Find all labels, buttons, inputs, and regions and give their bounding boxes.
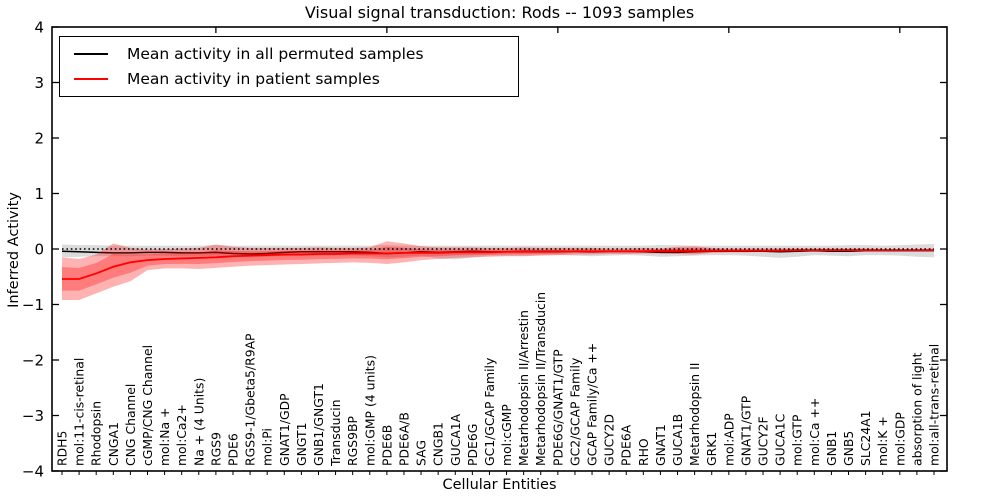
legend-label-patient: Mean activity in patient samples — [127, 70, 380, 88]
x-category-label: GUCA1B — [670, 414, 685, 466]
x-category-label: PDE6G — [465, 424, 480, 466]
patient-line-swatch — [74, 78, 108, 80]
x-category-label: RGS9BP — [345, 416, 360, 466]
x-category-label: PDE6 — [225, 433, 240, 466]
x-category-label: Metarhodopsin II/Transducin — [533, 292, 548, 466]
x-category-label: cGMP/CNG Channel — [140, 345, 155, 466]
x-category-label: mol:cGMP — [499, 404, 514, 466]
x-category-label: GUCA1C — [773, 414, 788, 466]
x-category-label: Metarhodopsin II — [687, 363, 702, 466]
x-category-label: mol:Na + — [157, 408, 172, 466]
x-category-label: absorption of light — [909, 352, 924, 466]
x-category-label: Rhodopsin — [89, 401, 104, 466]
x-category-label: PDE6A — [619, 424, 634, 466]
x-category-label: SLC24A1 — [858, 410, 873, 466]
x-category-label: GUCY2D — [602, 414, 617, 466]
x-category-label: GNB1 — [824, 431, 839, 466]
x-category-label: GNB1/GNGT1 — [311, 383, 326, 466]
x-category-label: CNG Channel — [123, 384, 138, 466]
y-tick-label: −3 — [22, 407, 44, 425]
y-tick-label: −4 — [22, 462, 44, 480]
legend: Mean activity in all permuted samples Me… — [59, 36, 519, 97]
x-category-label: SAG — [414, 440, 429, 466]
patient-band-inner — [62, 246, 934, 291]
x-category-label: mol:Pi — [260, 428, 275, 466]
x-category-label: PDE6G/GNAT1/GTP — [550, 349, 565, 466]
x-category-label: GNB5 — [841, 431, 856, 466]
x-category-label: mol:11-cis-retinal — [72, 358, 87, 466]
y-tick-label: −2 — [22, 351, 44, 369]
legend-label-permuted: Mean activity in all permuted samples — [127, 45, 424, 63]
x-category-label: mol:GDP — [892, 412, 907, 466]
x-category-label: GNAT1/GDP — [277, 393, 292, 466]
x-category-label: RGS9 — [208, 432, 223, 466]
x-category-label: PDE6B — [379, 425, 394, 466]
x-category-label: Na + (4 Units) — [191, 378, 206, 466]
x-category-label: Transducin — [328, 399, 343, 467]
y-tick-label: 2 — [34, 129, 44, 147]
x-category-label: mol:K + — [875, 416, 890, 466]
x-category-label: GC1/GCAP Family — [482, 358, 497, 466]
patient-mean-line — [62, 249, 934, 280]
x-category-label: GC2/GCAP Family — [567, 358, 582, 466]
x-category-label: mol:GMP (4 units) — [362, 355, 377, 466]
x-category-label: GNAT1 — [653, 424, 668, 466]
y-tick-label: 0 — [34, 240, 44, 258]
x-category-label: CNGB1 — [431, 422, 446, 466]
x-category-label: mol:all-trans-retinal — [927, 344, 942, 466]
x-category-label: GNAT1/GTP — [738, 395, 753, 466]
y-tick-label: 3 — [34, 74, 44, 92]
x-category-label: mol:ADP — [721, 413, 736, 466]
x-category-label: GCAP Family/Ca ++ — [585, 343, 600, 466]
x-category-label: PDE6A/B — [396, 412, 411, 466]
y-tick-label: −1 — [22, 296, 44, 314]
x-category-label: GNGT1 — [294, 423, 309, 466]
x-category-label: GUCY2F — [756, 416, 771, 466]
x-category-label: mol:Ca ++ — [807, 398, 822, 466]
legend-item-patient: Mean activity in patient samples — [60, 70, 518, 88]
permuted-line-swatch — [74, 53, 108, 55]
y-tick-label: 4 — [34, 18, 44, 36]
x-category-label: mol:Ca2+ — [174, 404, 189, 466]
chart-title: Visual signal transduction: Rods -- 1093… — [304, 3, 695, 22]
x-axis-label: Cellular Entities — [442, 477, 557, 493]
patient-band-outer — [62, 241, 934, 301]
x-category-label: RDH5 — [55, 431, 70, 466]
x-category-label: CNGA1 — [106, 422, 121, 466]
y-tick-label: 1 — [34, 185, 44, 203]
x-category-label: GUCA1A — [448, 413, 463, 466]
x-category-label: GRK1 — [704, 432, 719, 466]
x-category-label: Metarhodopsin II/Arrestin — [516, 310, 531, 466]
legend-item-permuted: Mean activity in all permuted samples — [60, 45, 518, 63]
x-category-label: mol:GTP — [790, 414, 805, 466]
x-category-label: RHO — [636, 438, 651, 466]
x-category-label: RGS9-1/Gbeta5/R9AP — [243, 333, 258, 466]
